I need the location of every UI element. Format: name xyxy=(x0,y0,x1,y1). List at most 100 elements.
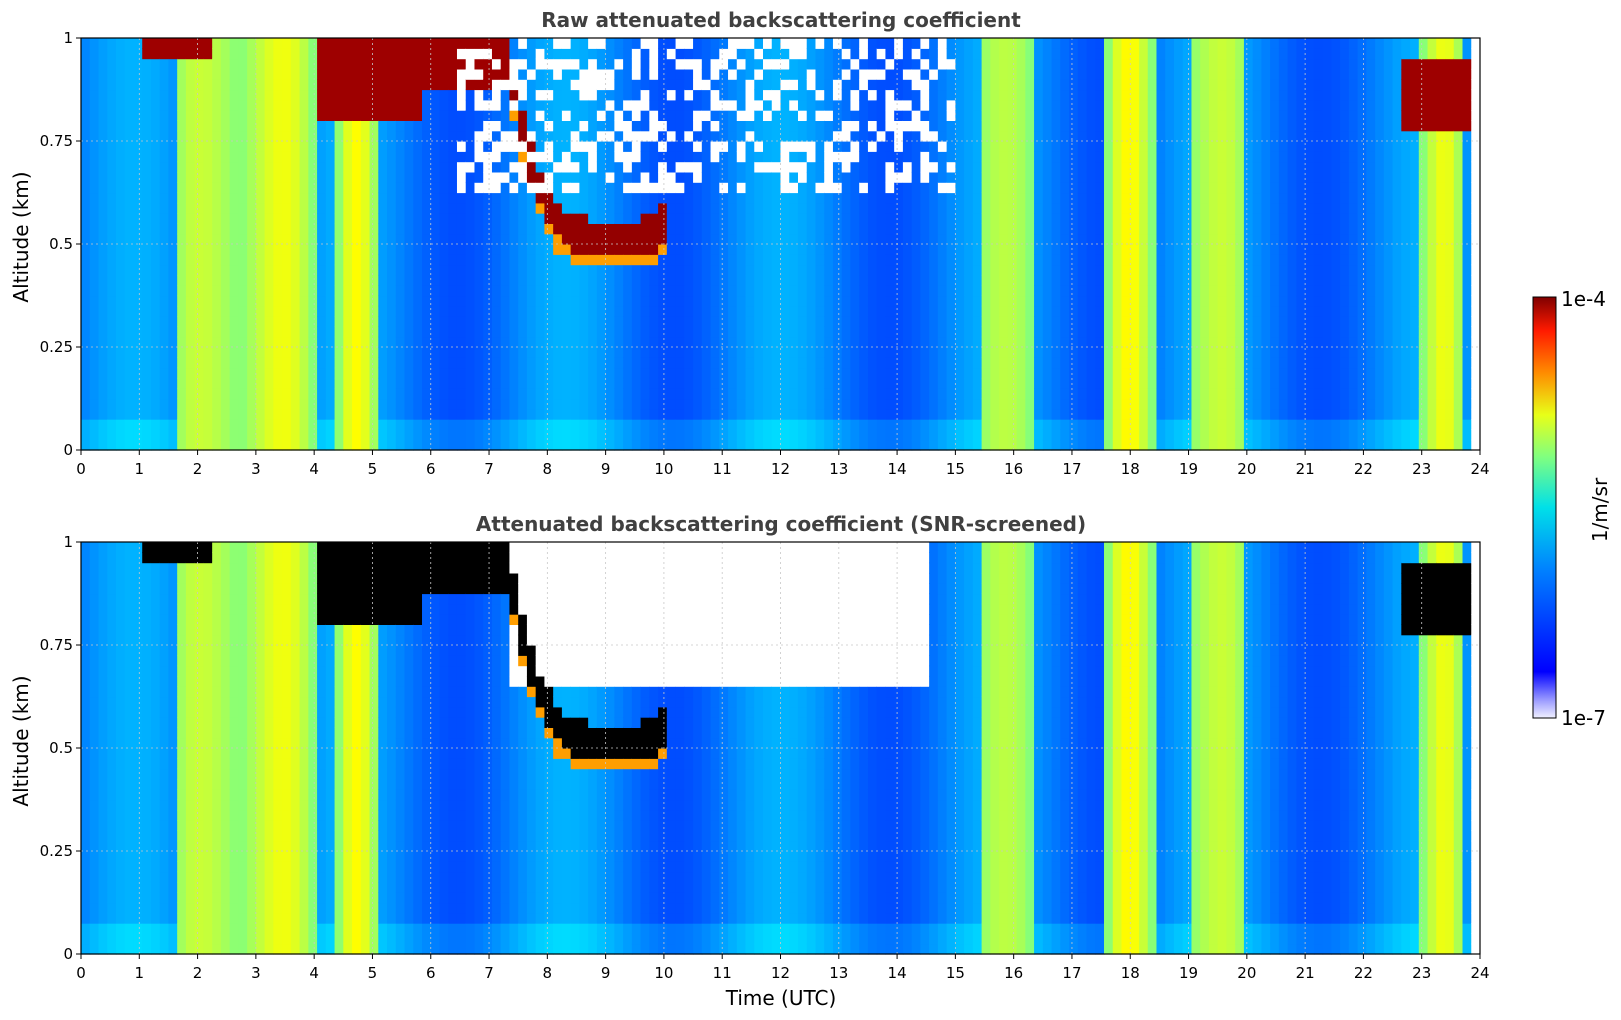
heatmap-cell xyxy=(911,151,921,163)
heatmap-cell xyxy=(806,38,817,49)
heatmap-cell xyxy=(159,326,170,338)
heatmap-cell xyxy=(544,223,554,235)
heatmap-cell xyxy=(142,408,152,420)
heatmap-cell xyxy=(343,377,353,389)
heatmap-cell xyxy=(544,419,554,430)
heatmap-cell xyxy=(1086,202,1096,214)
heatmap-cell xyxy=(500,419,511,430)
heatmap-cell xyxy=(1165,79,1175,91)
heatmap-cell xyxy=(404,89,414,101)
heatmap-cell xyxy=(745,285,755,297)
heatmap-cell xyxy=(1077,213,1088,224)
heatmap-cell xyxy=(736,398,747,410)
heatmap-cell xyxy=(955,48,965,60)
heatmap-cell xyxy=(177,58,187,70)
heatmap-cell xyxy=(212,408,222,420)
heatmap-cell xyxy=(990,377,1000,389)
heatmap-cell xyxy=(124,388,135,400)
heatmap-cell xyxy=(981,357,991,369)
heatmap-cell xyxy=(570,79,580,91)
heatmap-cell xyxy=(81,130,91,142)
heatmap-cell xyxy=(640,244,650,255)
heatmap-cell xyxy=(212,439,222,451)
heatmap-cell xyxy=(981,377,991,389)
heatmap-cell xyxy=(124,192,135,204)
heatmap-cell xyxy=(728,274,738,286)
heatmap-cell xyxy=(561,254,572,266)
heatmap-cell xyxy=(1034,398,1044,410)
heatmap-cell xyxy=(465,274,476,286)
heatmap-cell xyxy=(142,151,152,163)
heatmap-cell xyxy=(483,48,493,60)
heatmap-cell xyxy=(203,347,213,358)
heatmap-cell xyxy=(929,305,939,317)
heatmap-cell xyxy=(1112,89,1123,101)
heatmap-cell xyxy=(1042,429,1053,441)
heatmap-cell xyxy=(780,233,790,245)
heatmap-cell xyxy=(439,367,449,379)
heatmap-cell xyxy=(238,357,248,369)
heatmap-cell xyxy=(115,285,126,297)
heatmap-cell xyxy=(238,316,248,327)
heatmap-cell xyxy=(588,58,598,70)
heatmap-cell xyxy=(561,38,572,49)
heatmap-cell xyxy=(509,171,519,183)
heatmap-cell xyxy=(605,192,615,204)
heatmap-cell xyxy=(422,357,432,369)
heatmap-cell xyxy=(1086,58,1096,70)
heatmap-cell xyxy=(1104,48,1114,60)
heatmap-cell xyxy=(395,233,406,245)
heatmap-cell xyxy=(387,171,397,183)
heatmap-cell xyxy=(465,295,476,307)
heatmap-cell xyxy=(1112,254,1123,266)
heatmap-cell xyxy=(588,79,598,91)
heatmap-cell xyxy=(500,130,511,142)
heatmap-cell xyxy=(255,161,266,173)
heatmap-cell xyxy=(413,295,423,307)
heatmap-cell xyxy=(299,130,309,142)
heatmap-cell xyxy=(964,99,974,111)
heatmap-cell xyxy=(763,244,773,255)
heatmap-cell xyxy=(526,48,537,60)
heatmap-cell xyxy=(1007,388,1018,400)
heatmap-cell xyxy=(588,89,598,101)
heatmap-cell xyxy=(1016,254,1026,266)
heatmap-cell xyxy=(299,68,309,80)
heatmap-cell xyxy=(185,357,196,369)
heatmap-cell xyxy=(360,223,371,235)
heatmap-cell xyxy=(955,171,965,183)
heatmap-cell xyxy=(159,274,170,286)
heatmap-cell xyxy=(247,202,257,214)
heatmap-cell xyxy=(1007,305,1018,317)
heatmap-cell xyxy=(194,336,205,348)
heatmap-cell xyxy=(229,398,239,410)
heatmap-cell xyxy=(1104,192,1114,204)
heatmap-cell xyxy=(763,141,773,152)
heatmap-cell xyxy=(150,161,161,173)
heatmap-cell xyxy=(509,48,519,60)
heatmap-cell xyxy=(518,326,528,338)
heatmap-cell xyxy=(832,161,843,173)
heatmap-cell xyxy=(1104,58,1114,70)
heatmap-cell xyxy=(509,58,519,70)
heatmap-cell xyxy=(867,336,878,348)
heatmap-cell xyxy=(902,213,913,224)
heatmap-cell xyxy=(115,223,126,235)
heatmap-cell xyxy=(334,120,344,132)
heatmap-cell xyxy=(369,99,379,111)
heatmap-cell xyxy=(999,305,1009,317)
heatmap-cell xyxy=(212,110,222,121)
heatmap-cell xyxy=(168,58,178,70)
heatmap-cell xyxy=(1069,182,1079,194)
heatmap-cell xyxy=(544,192,554,204)
heatmap-cell xyxy=(859,357,869,369)
heatmap-cell xyxy=(273,171,283,183)
heatmap-cell xyxy=(413,141,423,152)
heatmap-cell xyxy=(474,429,484,441)
heatmap-cell xyxy=(561,233,572,245)
heatmap-cell xyxy=(317,223,327,235)
heatmap-cell xyxy=(168,233,178,245)
heatmap-cell xyxy=(142,213,152,224)
heatmap-cell xyxy=(859,254,869,266)
heatmap-cell xyxy=(526,213,537,224)
